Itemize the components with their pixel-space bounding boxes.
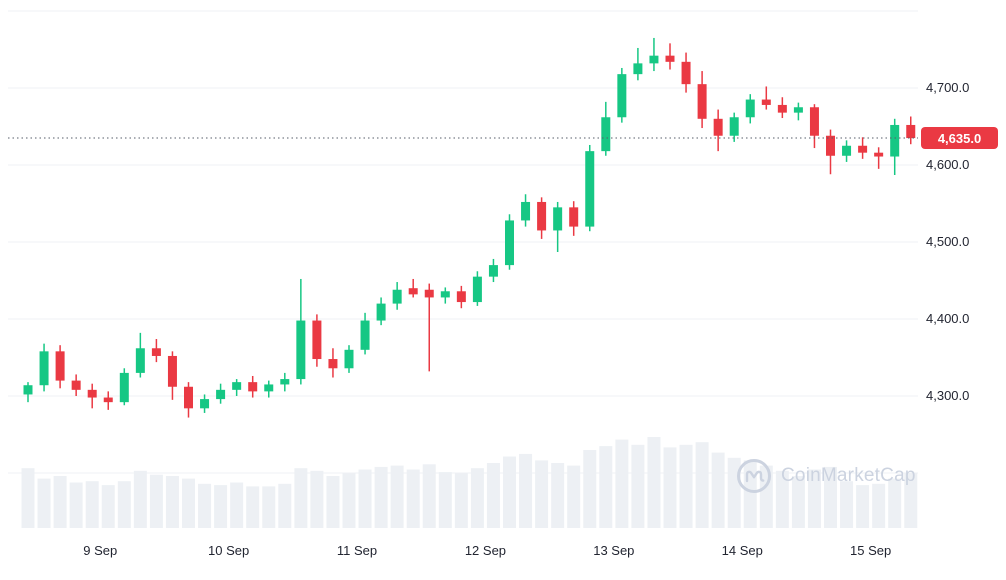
current-price-badge: 4,635.0 [921, 127, 998, 150]
x-axis-label: 15 Sep [850, 543, 892, 558]
x-axis-label: 13 Sep [593, 543, 635, 558]
x-axis-label: 11 Sep [336, 543, 378, 558]
x-axis-label: 9 Sep [83, 543, 118, 558]
y-axis-label: 4,600.0 [926, 157, 970, 172]
watermark: CoinMarketCap [736, 458, 916, 494]
x-axis-label: 14 Sep [721, 543, 763, 558]
watermark-label: CoinMarketCap [781, 465, 916, 486]
coinmarketcap-logo-icon [736, 458, 772, 494]
x-axis-label: 12 Sep [464, 543, 507, 558]
x-axis-label: 10 Sep [208, 543, 250, 558]
y-axis-label: 4,500.0 [926, 234, 970, 249]
y-axis-label: 4,700.0 [926, 80, 970, 95]
y-axis-label: 4,300.0 [926, 388, 970, 403]
y-axis-label: 4,400.0 [926, 311, 970, 326]
